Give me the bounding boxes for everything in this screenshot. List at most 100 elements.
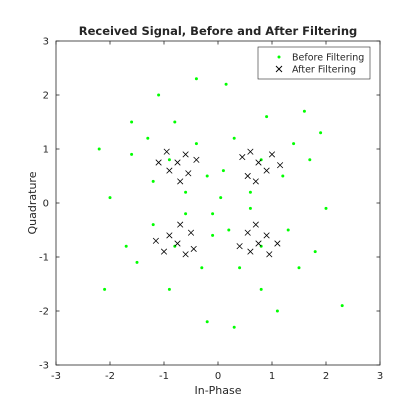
x-tick-label: -2 bbox=[105, 371, 115, 382]
before-filtering-point bbox=[265, 115, 269, 119]
before-filtering-point bbox=[194, 77, 198, 81]
plot-area bbox=[56, 41, 380, 365]
before-filtering-point bbox=[184, 212, 188, 216]
y-tick-label: 0 bbox=[43, 199, 49, 210]
before-filtering-point bbox=[232, 325, 236, 329]
before-filtering-point bbox=[103, 287, 107, 291]
before-filtering-point bbox=[297, 266, 301, 270]
before-filtering-point bbox=[167, 287, 171, 291]
after-filtering-point bbox=[252, 178, 259, 185]
before-filtering-point bbox=[281, 174, 285, 178]
after-filtering-point bbox=[266, 251, 273, 258]
after-filtering-point bbox=[160, 248, 168, 255]
after-filtering-point bbox=[177, 221, 184, 228]
before-filtering-point bbox=[135, 260, 139, 264]
legend-marker-after bbox=[275, 65, 283, 73]
after-filtering-point bbox=[152, 237, 159, 244]
after-filtering-point bbox=[177, 178, 184, 185]
after-filtering-point bbox=[274, 240, 281, 247]
before-filtering-point bbox=[313, 250, 317, 254]
y-tick-label: -1 bbox=[39, 253, 49, 264]
x-tick-label: -3 bbox=[51, 371, 61, 382]
before-filtering-point bbox=[292, 142, 296, 146]
x-tick-label: 3 bbox=[377, 371, 383, 382]
x-tick-labels: -3 -2 -1 0 1 2 3 bbox=[51, 371, 383, 382]
y-tick-label: -3 bbox=[39, 361, 49, 372]
x-tick-label: 1 bbox=[269, 371, 275, 382]
after-filtering-point bbox=[155, 159, 162, 166]
after-filtering-point bbox=[174, 240, 181, 247]
legend-box bbox=[257, 46, 371, 80]
after-filtering-point bbox=[247, 148, 254, 155]
legend-label-before: Before Filtering bbox=[292, 53, 364, 64]
legend: Before Filtering After Filtering bbox=[257, 46, 371, 80]
after-filtering-point bbox=[182, 151, 189, 158]
before-filtering-point bbox=[248, 190, 252, 194]
before-filtering-point bbox=[130, 120, 134, 124]
after-filtering-point bbox=[247, 248, 254, 255]
before-filtering-point bbox=[302, 109, 306, 113]
before-filtering-point bbox=[232, 136, 236, 140]
before-filtering-point bbox=[151, 179, 155, 183]
y-tick-label: -2 bbox=[39, 307, 49, 318]
after-filtering-point bbox=[244, 229, 251, 236]
before-filtering-point bbox=[275, 309, 279, 313]
after-filtering-point bbox=[244, 172, 251, 180]
before-filtering-point bbox=[157, 93, 161, 97]
before-filtering-point bbox=[221, 169, 225, 173]
x-tick-label: 2 bbox=[323, 371, 329, 382]
x-tick-label: 0 bbox=[215, 371, 221, 382]
before-filtering-point bbox=[124, 244, 128, 248]
before-filtering-point bbox=[248, 206, 252, 210]
after-filtering-point bbox=[187, 229, 195, 236]
before-filtering-point bbox=[286, 228, 290, 232]
before-filtering-point bbox=[227, 228, 231, 232]
y-tick-labels: -3 -2 -1 0 1 2 3 bbox=[39, 37, 49, 372]
before-filtering-point bbox=[259, 287, 263, 291]
before-filtering-point bbox=[173, 120, 177, 124]
before-filtering-point bbox=[324, 206, 328, 210]
after-filtering-series bbox=[152, 148, 284, 258]
before-filtering-point bbox=[130, 152, 134, 156]
before-filtering-point bbox=[224, 82, 228, 86]
before-filtering-point bbox=[146, 136, 150, 140]
legend-marker-before bbox=[277, 55, 281, 59]
before-filtering-point bbox=[167, 158, 171, 162]
after-filtering-point bbox=[185, 170, 192, 177]
before-filtering-point bbox=[108, 196, 112, 200]
before-filtering-point bbox=[340, 304, 344, 308]
y-tick-label: 1 bbox=[43, 145, 49, 156]
before-filtering-point bbox=[97, 147, 101, 151]
before-filtering-point bbox=[205, 174, 209, 178]
before-filtering-point bbox=[219, 196, 223, 200]
before-filtering-point bbox=[308, 158, 312, 162]
before-filtering-point bbox=[151, 223, 155, 227]
after-filtering-point bbox=[255, 159, 262, 166]
legend-label-after: After Filtering bbox=[292, 65, 356, 76]
after-filtering-point bbox=[182, 251, 189, 258]
after-filtering-point bbox=[236, 243, 243, 250]
after-filtering-point bbox=[166, 167, 173, 174]
after-filtering-point bbox=[174, 159, 181, 166]
after-filtering-point bbox=[163, 148, 170, 155]
y-tick-label: 3 bbox=[43, 37, 49, 48]
after-filtering-point bbox=[263, 232, 270, 239]
after-filtering-point bbox=[268, 151, 276, 158]
before-filtering-point bbox=[211, 233, 215, 237]
after-filtering-point bbox=[277, 162, 284, 169]
axis-ticks bbox=[55, 40, 381, 366]
after-filtering-point bbox=[166, 232, 173, 239]
before-filtering-point bbox=[184, 190, 188, 194]
before-filtering-point bbox=[211, 212, 215, 216]
before-filtering-point bbox=[205, 320, 209, 324]
x-axis-label: In-Phase bbox=[194, 384, 241, 397]
chart-title: Received Signal, Before and After Filter… bbox=[79, 24, 358, 38]
before-filtering-series bbox=[97, 77, 344, 329]
after-filtering-point bbox=[190, 245, 197, 252]
y-tick-label: 2 bbox=[43, 91, 49, 102]
after-filtering-point bbox=[193, 156, 200, 163]
after-filtering-point bbox=[263, 167, 270, 174]
after-filtering-point bbox=[252, 221, 259, 228]
y-axis-label: Quadrature bbox=[26, 171, 39, 234]
